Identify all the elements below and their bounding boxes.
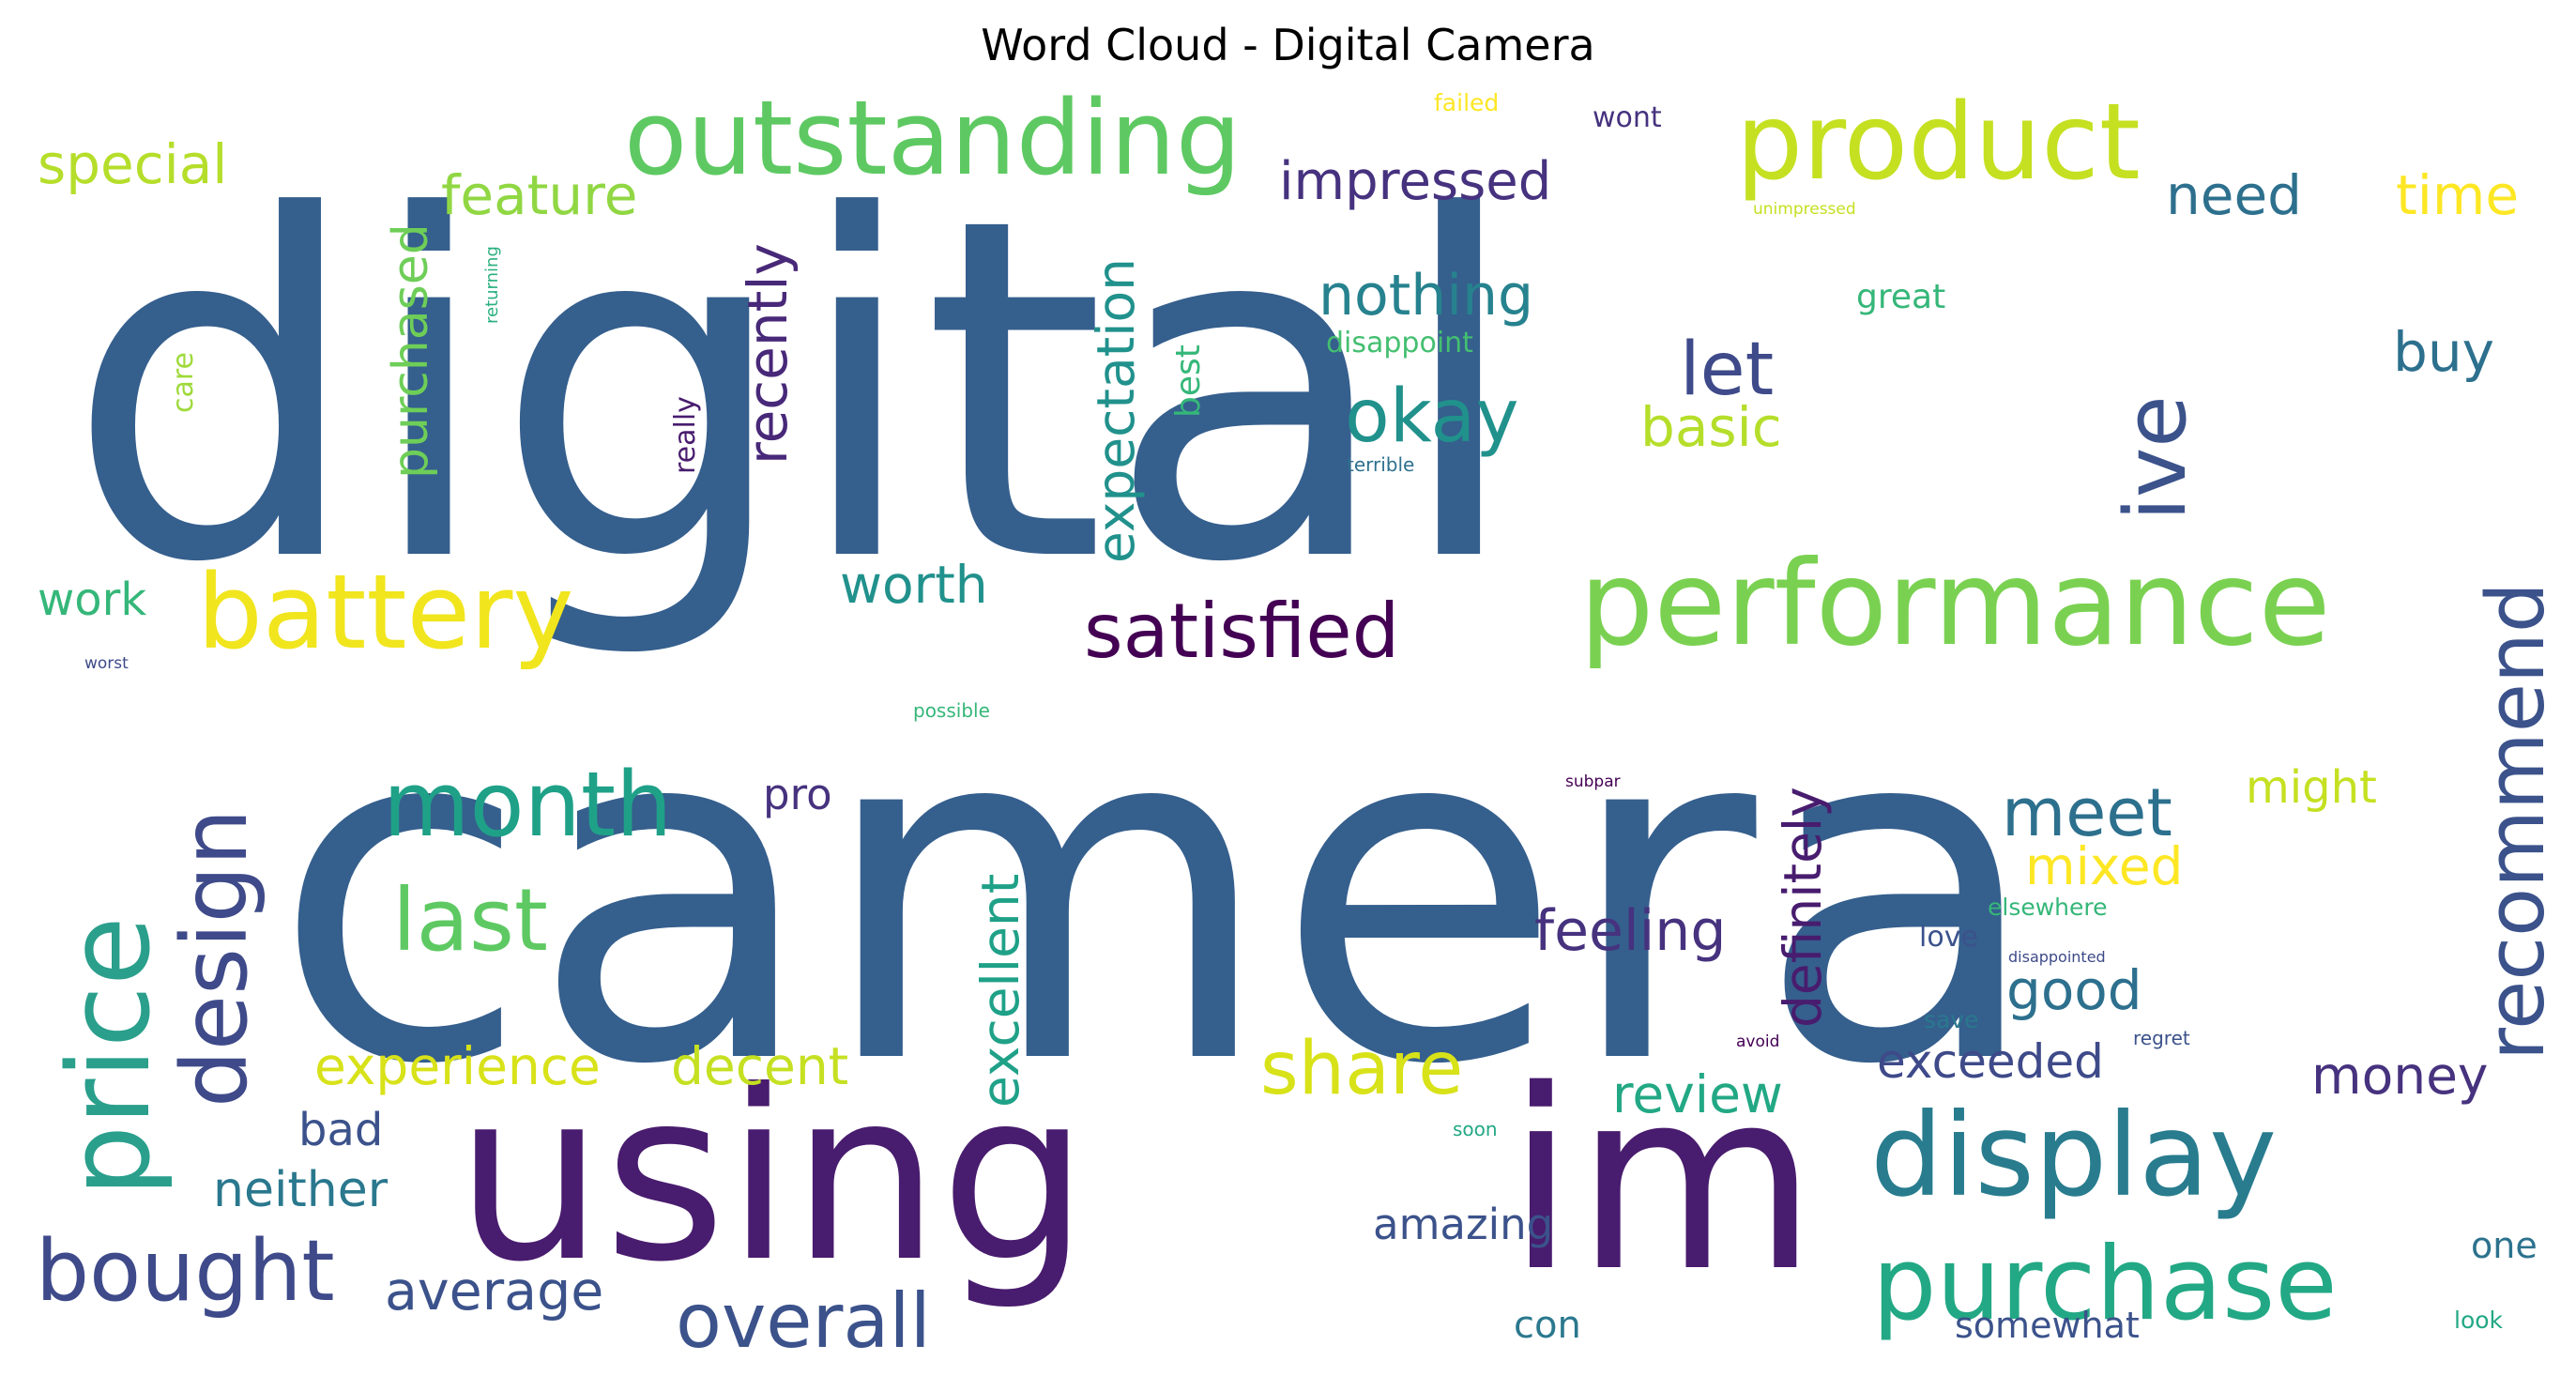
word-might: might <box>2246 761 2377 814</box>
word-look: look <box>2454 1307 2504 1334</box>
word-good: good <box>2006 958 2142 1022</box>
word-basic: basic <box>1640 395 1782 459</box>
word-love: love <box>1919 921 1978 954</box>
word-save: save <box>1924 1006 1979 1033</box>
word-product: product <box>1736 82 2141 204</box>
word-okay: okay <box>1345 375 1518 459</box>
word-impressed: impressed <box>1279 151 1551 212</box>
word-avoid: avoid <box>1736 1032 1779 1051</box>
word-month: month <box>383 754 672 857</box>
word-failed: failed <box>1434 89 1499 116</box>
word-feature: feature <box>441 163 637 227</box>
word-design: design <box>162 809 267 1108</box>
word-subpar: subpar <box>1565 772 1621 791</box>
word-really: really <box>669 396 702 474</box>
word-decent: decent <box>671 1036 848 1096</box>
word-nothing: nothing <box>1318 263 1533 329</box>
word-worth: worth <box>840 555 988 615</box>
word-possible: possible <box>913 699 990 722</box>
word-need: need <box>2166 163 2302 227</box>
word-review: review <box>1612 1064 1783 1124</box>
word-work: work <box>38 573 146 626</box>
word-recently: recently <box>736 243 800 465</box>
word-im: im <box>1506 1037 1818 1326</box>
word-camera: camera <box>272 620 2044 1167</box>
word-excellent: excellent <box>970 874 1030 1108</box>
word-average: average <box>385 1261 603 1322</box>
word-experience: experience <box>314 1036 601 1096</box>
word-great: great <box>1856 278 1945 316</box>
word-special: special <box>38 132 227 196</box>
word-disappointed: disappointed <box>2008 948 2106 966</box>
word-terrible: terrible <box>1347 453 1414 476</box>
word-exceeded: exceeded <box>1877 1034 2104 1089</box>
word-let: let <box>1680 328 1774 412</box>
word-price: price <box>45 916 175 1197</box>
word-recommend: recommend <box>2470 582 2563 1061</box>
word-care: care <box>167 352 200 413</box>
word-digital: digital <box>66 118 1524 665</box>
word-time: time <box>2396 163 2519 227</box>
word-disappoint: disappoint <box>1326 327 1473 359</box>
word-meet: meet <box>2002 774 2172 851</box>
word-purchased: purchased <box>383 223 439 479</box>
word-returning: returning <box>482 246 502 324</box>
word-share: share <box>1260 1027 1463 1111</box>
word-bad: bad <box>298 1104 383 1156</box>
word-unimpressed: unimpressed <box>1753 200 1856 219</box>
word-con: con <box>1514 1304 1581 1347</box>
word-soon: soon <box>1453 1118 1498 1140</box>
word-definitely: definitely <box>1773 787 1833 1028</box>
word-neither: neither <box>213 1162 389 1218</box>
word-worst: worst <box>84 654 129 673</box>
word-satisfied: satisfied <box>1084 588 1399 675</box>
word-expectation: expectation <box>1086 258 1146 563</box>
word-best: best <box>1169 344 1208 418</box>
word-pro: pro <box>763 770 832 819</box>
word-amazing: amazing <box>1373 1200 1553 1249</box>
word-feeling: feeling <box>1534 898 1726 964</box>
word-money: money <box>2311 1046 2488 1106</box>
word-somewhat: somewhat <box>1955 1305 2140 1346</box>
word-one: one <box>2471 1225 2538 1266</box>
word-using: using <box>455 1040 1089 1313</box>
word-mixed: mixed <box>2025 836 2183 896</box>
word-regret: regret <box>2133 1027 2190 1049</box>
word-outstanding: outstanding <box>624 78 1242 198</box>
word-performance: performance <box>1579 536 2331 672</box>
word-overall: overall <box>676 1277 931 1365</box>
word-buy: buy <box>2393 320 2494 384</box>
word-purchase: purchase <box>1872 1226 2338 1343</box>
word-ive: ive <box>2107 395 2205 521</box>
word-last: last <box>392 870 548 971</box>
word-bought: bought <box>36 1222 335 1321</box>
chart-title: Word Cloud - Digital Camera <box>981 20 1595 70</box>
word-wont: wont <box>1593 101 1662 134</box>
word-elsewhere: elsewhere <box>1988 894 2108 921</box>
word-display: display <box>1870 1089 2277 1222</box>
word-battery: battery <box>197 552 574 672</box>
